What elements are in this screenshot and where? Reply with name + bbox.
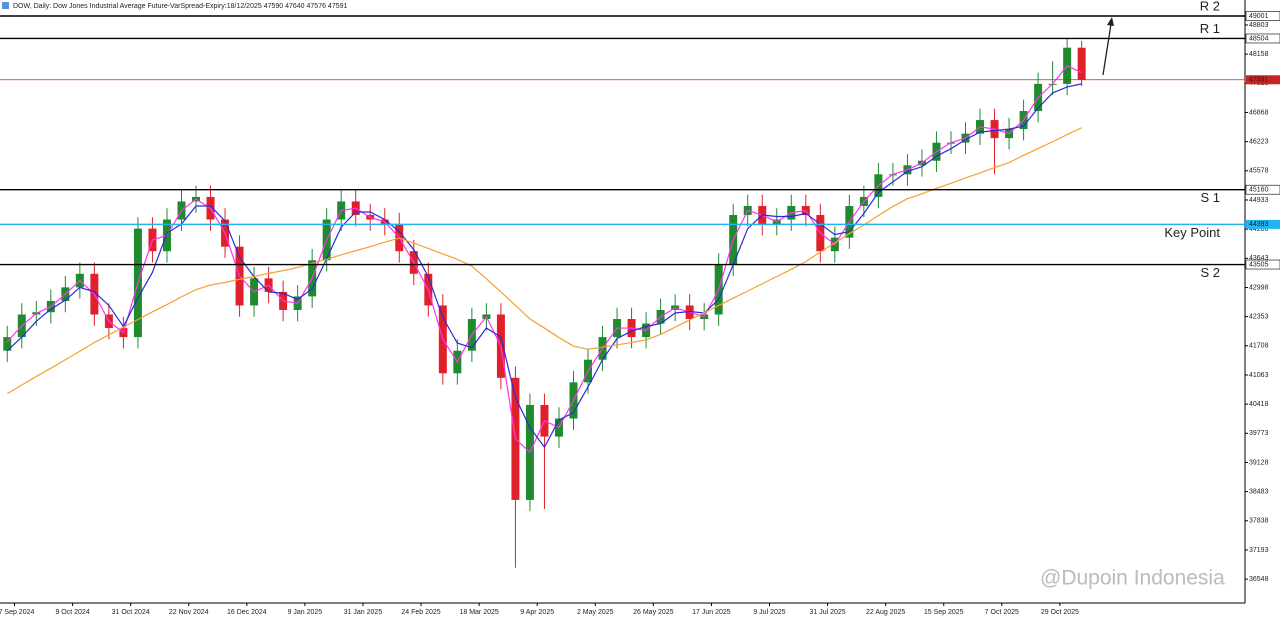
x-tick-label: 24 Feb 2025 [401,609,440,616]
level-label: Key Point [1164,225,1220,240]
level-price: 47591 [1249,77,1269,84]
y-tick-label: 41063 [1249,372,1269,379]
x-tick-label: 16 Dec 2024 [227,609,267,616]
level-price-box [1245,259,1280,270]
y-tick-label: 42353 [1249,313,1269,320]
x-tick-label: 2 May 2025 [577,609,614,616]
x-tick-label: 9 Oct 2024 [55,609,89,616]
candle-body [1077,47,1086,80]
ma-line [6,83,1082,449]
chart-title: DOW, Daily: Dow Jones Industrial Average… [13,3,347,10]
y-tick-label: 39773 [1249,430,1269,437]
y-tick-label: 37838 [1249,518,1269,525]
level-price: 43505 [1249,261,1269,268]
level-price-box [1246,75,1280,85]
x-tick-label: 22 Aug 2025 [866,609,905,616]
x-tick-label: 9 Apr 2025 [520,609,554,616]
y-tick-label: 37193 [1249,547,1269,554]
level-price: 44393 [1249,221,1269,228]
ma-line [6,65,1082,454]
y-tick-label: 44288 [1249,226,1269,233]
candle-body [3,337,12,351]
x-tick-label: 31 Oct 2024 [112,609,150,616]
y-tick-label: 46223 [1249,138,1269,145]
y-tick-label: 48803 [1249,22,1269,29]
y-tick-label: 36548 [1249,576,1269,583]
level-label: S 1 [1200,190,1220,205]
y-tick-label: 39128 [1249,459,1269,466]
level-price: 45160 [1249,187,1269,194]
level-price-box [1246,219,1280,229]
x-tick-label: 18 Mar 2025 [459,609,498,616]
level-price-box [1245,11,1280,21]
arrow [1102,23,1112,76]
x-tick-label: 29 Oct 2025 [1041,609,1079,616]
level-label: R 1 [1200,21,1220,36]
y-tick-label: 43643 [1249,255,1269,262]
y-tick-label: 38483 [1249,488,1269,495]
x-tick-label: 26 May 2025 [633,609,674,616]
y-tick-label: 46868 [1249,109,1269,116]
x-tick-label: 9 Jan 2025 [288,609,323,616]
x-tick-label: 15 Sep 2025 [924,609,964,616]
x-tick-label: 31 Jan 2025 [344,609,383,616]
level-price-box [1245,184,1280,195]
level-price: 48504 [1249,35,1269,42]
x-tick-label: 17 Jun 2025 [692,609,731,616]
arrow-head [1107,17,1114,26]
level-price-box [1245,33,1280,44]
watermark: @Dupoin Indonesia [1040,567,1225,590]
y-tick-label: 41708 [1249,343,1269,350]
ma-line [6,127,1082,395]
x-tick-label: 31 Jul 2025 [809,609,845,616]
y-tick-label: 45578 [1249,168,1269,175]
y-tick-label: 42998 [1249,284,1269,291]
y-tick-label: 48158 [1249,51,1269,58]
x-tick-label: 22 Nov 2024 [169,609,209,616]
x-tick-label: 9 Jul 2025 [753,609,785,616]
level-label: S 2 [1200,265,1220,280]
level-label: R 2 [1200,0,1220,13]
x-tick-label: 17 Sep 2024 [0,609,34,616]
x-tick-label: 7 Oct 2025 [985,609,1019,616]
y-tick-label: 44933 [1249,197,1269,204]
y-tick-label: 40418 [1249,401,1269,408]
level-price: 49001 [1249,13,1269,20]
chart-icon [2,2,9,9]
